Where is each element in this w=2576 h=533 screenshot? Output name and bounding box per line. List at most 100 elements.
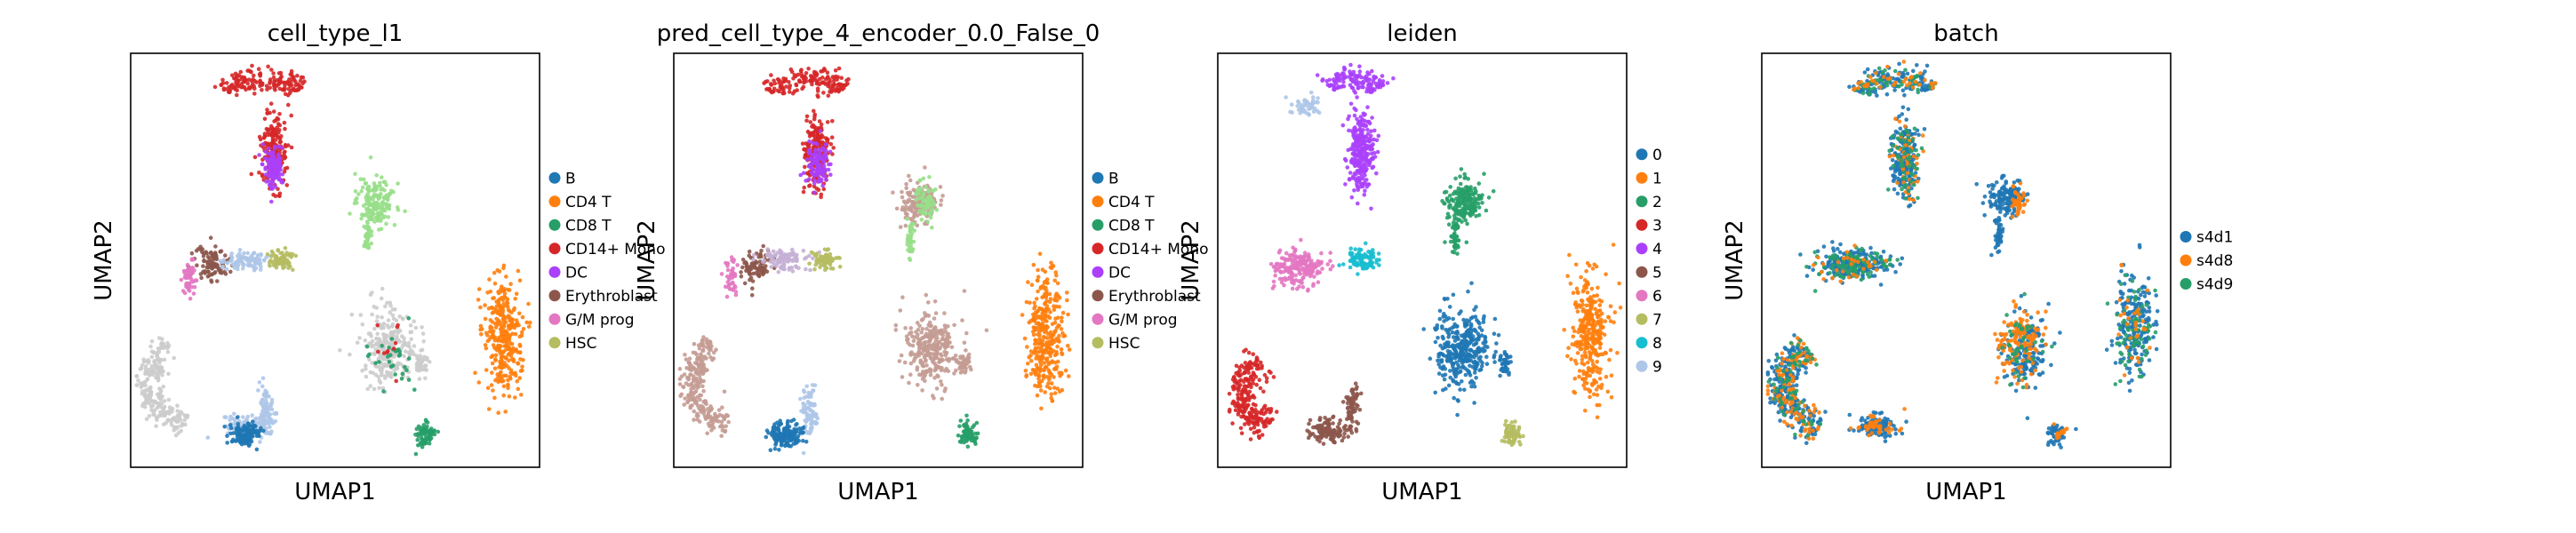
data-point: [677, 377, 683, 381]
data-point: [134, 383, 140, 387]
data-point: [283, 246, 288, 251]
data-point: [805, 144, 811, 148]
data-point: [379, 187, 383, 192]
data-point: [229, 83, 235, 87]
data-point: [189, 251, 195, 256]
data-point: [1041, 315, 1046, 321]
data-point: [725, 264, 730, 268]
data-point: [928, 197, 933, 203]
data-point: [368, 384, 373, 388]
data-point: [507, 394, 512, 399]
data-point: [223, 415, 228, 420]
data-point: [517, 350, 523, 354]
data-point: [162, 399, 167, 403]
data-point: [932, 299, 938, 304]
data-point: [932, 357, 936, 362]
data-point: [353, 189, 358, 194]
data-point: [403, 364, 407, 370]
data-point: [783, 443, 788, 449]
data-point: [1362, 76, 1367, 80]
data-point: [691, 350, 696, 355]
data-point: [1364, 184, 1370, 189]
data-point: [1049, 381, 1054, 386]
data-point: [145, 377, 149, 382]
data-point: [383, 304, 388, 309]
data-point: [804, 118, 809, 123]
data-point: [388, 310, 393, 315]
data-point: [794, 82, 798, 87]
data-point: [1380, 74, 1385, 78]
data-point: [391, 346, 396, 351]
data-point: [1352, 113, 1357, 118]
data-point: [166, 343, 172, 348]
data-point: [685, 375, 690, 380]
data-point: [423, 418, 428, 423]
data-point: [218, 259, 223, 264]
data-point: [685, 399, 691, 403]
data-point: [378, 380, 383, 386]
data-point: [189, 270, 194, 275]
data-point: [393, 341, 398, 346]
data-point: [1374, 138, 1380, 143]
data-point: [828, 172, 833, 177]
data-point: [514, 291, 519, 297]
data-point: [189, 284, 194, 290]
data-point: [479, 332, 484, 337]
data-point: [1054, 273, 1059, 278]
data-point: [1026, 362, 1030, 366]
data-point: [277, 191, 283, 196]
data-point: [692, 386, 696, 391]
data-point: [380, 215, 386, 220]
data-point: [282, 120, 287, 125]
data-point: [246, 434, 251, 438]
data-point: [245, 81, 251, 86]
data-point: [695, 357, 700, 362]
legend-marker: [548, 171, 561, 184]
data-point: [492, 281, 498, 286]
data-point: [804, 418, 809, 424]
data-point: [934, 208, 940, 212]
data-point: [418, 354, 423, 358]
data-point: [814, 162, 819, 167]
data-point: [273, 194, 278, 199]
data-point: [1042, 368, 1046, 372]
data-point: [932, 396, 936, 401]
data-point: [920, 327, 925, 331]
data-point: [154, 363, 159, 369]
data-point: [266, 64, 270, 69]
data-point: [182, 270, 188, 275]
data-point: [241, 266, 245, 271]
data-point: [192, 284, 197, 290]
data-point: [1372, 128, 1377, 133]
data-point: [1345, 165, 1350, 170]
data-point: [264, 179, 268, 184]
data-point: [1035, 278, 1040, 282]
data-point: [787, 90, 792, 94]
data-point: [698, 408, 703, 412]
data-point: [1056, 323, 1060, 328]
data-point: [964, 430, 969, 434]
data-point: [256, 252, 260, 258]
data-point: [801, 438, 805, 443]
data-point: [224, 266, 229, 272]
data-point: [1351, 131, 1356, 135]
data-point: [1385, 81, 1390, 85]
data-point: [174, 418, 179, 424]
data-point: [262, 418, 267, 423]
data-point: [908, 326, 914, 330]
data-point: [412, 319, 417, 324]
data-point: [904, 181, 908, 187]
data-point: [228, 431, 233, 436]
data-point: [692, 409, 696, 414]
data-point: [260, 142, 266, 147]
data-point: [175, 425, 180, 429]
data-point: [915, 321, 920, 325]
legend-marker: [1092, 266, 1104, 278]
data-point: [515, 378, 520, 384]
data-point: [260, 174, 265, 179]
data-point: [175, 409, 180, 413]
data-point: [1370, 115, 1374, 120]
data-point: [388, 375, 394, 379]
data-point: [1037, 315, 1043, 320]
data-point: [1067, 374, 1071, 378]
